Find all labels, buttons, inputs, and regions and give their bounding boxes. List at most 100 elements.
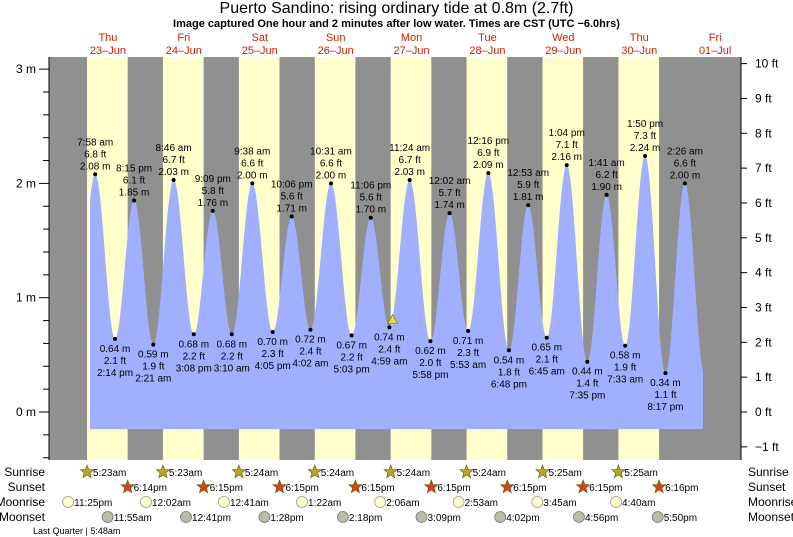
high-tide-time: 12:02 am bbox=[429, 176, 471, 187]
high-tide-ft: 6.6 ft bbox=[241, 158, 263, 169]
moonrise-time: 11:25pm bbox=[74, 498, 112, 509]
moonrise-icon bbox=[140, 496, 152, 508]
high-tide-ft: 5.9 ft bbox=[517, 180, 539, 191]
low-tide-time: 7:35 pm bbox=[569, 391, 605, 402]
high-tide-time: 8:46 am bbox=[156, 143, 192, 154]
sunrise-time: 5:25am bbox=[549, 468, 582, 479]
high-tide-ft: 6.6 ft bbox=[320, 158, 342, 169]
moonset-icon bbox=[415, 511, 428, 523]
low-tide-point bbox=[466, 328, 471, 333]
sunrise-icon bbox=[307, 464, 323, 479]
day-name-label: Thu bbox=[98, 32, 117, 44]
right-axis-label: 7 ft bbox=[755, 161, 772, 175]
sunrise-time: 5:24am bbox=[321, 468, 354, 479]
low-tide-m: 0.64 m bbox=[100, 344, 131, 355]
high-tide-time: 8:15 pm bbox=[116, 164, 152, 175]
low-tide-ft: 2.4 ft bbox=[299, 347, 321, 358]
high-tide-ft: 5.6 ft bbox=[281, 192, 303, 203]
sunrise-icon bbox=[155, 464, 171, 479]
low-tide-ft: 1.9 ft bbox=[142, 362, 164, 373]
high-tide-time: 10:06 pm bbox=[271, 180, 313, 191]
moonset-icon bbox=[101, 511, 114, 523]
date-label: 26–Jun bbox=[318, 45, 354, 57]
low-tide-time: 3:10 am bbox=[214, 363, 250, 374]
date-label: 29–Jun bbox=[545, 45, 581, 57]
low-tide-time: 2:14 pm bbox=[97, 368, 133, 379]
high-tide-m: 1.71 m bbox=[276, 204, 307, 215]
moonset-time: 4:02pm bbox=[506, 513, 539, 524]
day-name-label: Fri bbox=[709, 32, 722, 44]
sunset-time: 6:14pm bbox=[134, 483, 167, 494]
low-tide-point bbox=[229, 332, 234, 337]
low-tide-point bbox=[308, 327, 313, 332]
right-axis-label: 0 ft bbox=[755, 405, 772, 419]
high-tide-point bbox=[132, 198, 137, 203]
high-tide-ft: 6.9 ft bbox=[477, 148, 499, 159]
tide-area bbox=[90, 156, 703, 430]
date-label: 25–Jun bbox=[242, 45, 278, 57]
high-tide-m: 1.90 m bbox=[591, 182, 622, 193]
moonrise-time: 1:22am bbox=[308, 498, 341, 509]
low-tide-m: 0.68 m bbox=[217, 339, 248, 350]
low-tide-ft: 1.9 ft bbox=[614, 363, 636, 374]
low-tide-time: 6:45 am bbox=[529, 367, 565, 378]
high-tide-point bbox=[328, 181, 333, 186]
low-tide-ft: 2.2 ft bbox=[340, 352, 362, 363]
sunrise-icon bbox=[383, 464, 399, 479]
left-axis-label: 2 m bbox=[16, 176, 36, 190]
sunrise-icon bbox=[610, 464, 626, 479]
low-tide-time: 8:17 pm bbox=[647, 402, 683, 413]
low-tide-m: 0.70 m bbox=[257, 337, 288, 348]
moonset-icon bbox=[337, 511, 349, 523]
high-tide-m: 2.03 m bbox=[158, 167, 189, 178]
moonrise-row-label-left: Moonrise bbox=[0, 495, 45, 509]
sunrise-time: 5:24am bbox=[245, 468, 278, 479]
sunset-row-label-right: Sunset bbox=[748, 480, 786, 494]
low-tide-time: 3:08 pm bbox=[176, 363, 212, 374]
high-tide-ft: 6.1 ft bbox=[123, 176, 145, 187]
high-tide-point bbox=[682, 181, 687, 186]
high-tide-ft: 5.6 ft bbox=[360, 193, 382, 204]
high-tide-m: 1.74 m bbox=[434, 200, 465, 211]
right-axis-label: 1 ft bbox=[755, 370, 772, 384]
day-name-label: Thu bbox=[630, 32, 649, 44]
moonset-icon bbox=[494, 511, 507, 523]
high-tide-point bbox=[289, 214, 294, 219]
high-tide-ft: 6.7 ft bbox=[163, 155, 185, 166]
low-tide-point bbox=[151, 342, 156, 347]
high-tide-point bbox=[210, 208, 215, 213]
day-name-label: Fri bbox=[177, 32, 190, 44]
low-tide-ft: 2.1 ft bbox=[536, 355, 558, 366]
chart-subtitle: Image captured One hour and 2 minutes af… bbox=[173, 18, 620, 30]
sunset-icon bbox=[120, 479, 136, 494]
high-tide-time: 12:53 am bbox=[507, 168, 549, 179]
day-name-label: Sun bbox=[326, 32, 346, 44]
moonrise-time: 3:45am bbox=[543, 498, 576, 509]
sunrise-time: 5:24am bbox=[473, 468, 506, 479]
low-tide-point bbox=[191, 332, 196, 337]
low-tide-point bbox=[585, 359, 590, 364]
moonset-icon bbox=[573, 511, 585, 523]
high-tide-ft: 6.6 ft bbox=[674, 158, 696, 169]
low-tide-point bbox=[506, 348, 511, 353]
low-tide-m: 0.72 m bbox=[295, 335, 326, 346]
high-tide-m: 2.08 m bbox=[80, 161, 111, 172]
moonset-time: 11:55am bbox=[114, 513, 152, 524]
moonset-icon bbox=[258, 511, 271, 523]
moonset-icon bbox=[651, 511, 664, 523]
sunrise-time: 5:25am bbox=[624, 468, 657, 479]
right-axis-label: 9 ft bbox=[755, 91, 772, 105]
moonset-row-label-right: Moonset bbox=[748, 510, 793, 524]
sunset-icon bbox=[347, 479, 363, 494]
right-axis-label: 3 ft bbox=[755, 300, 772, 314]
sunrise-time: 5:23am bbox=[93, 468, 126, 479]
high-tide-m: 2.00 m bbox=[237, 170, 268, 181]
low-tide-point bbox=[270, 329, 275, 334]
sunrise-row-label-right: Sunrise bbox=[748, 465, 789, 479]
high-tide-time: 2:26 am bbox=[667, 146, 703, 157]
moonrise-row-label-right: Moonrise bbox=[748, 495, 793, 509]
sunset-icon bbox=[272, 479, 288, 494]
date-label: 23–Jun bbox=[90, 45, 126, 57]
